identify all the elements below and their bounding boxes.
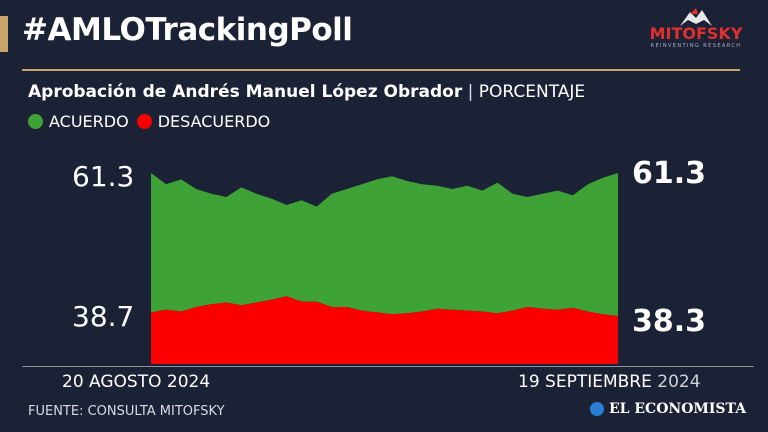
accent-bar <box>0 16 8 52</box>
legend-label-desacuerdo: DESACUERDO <box>157 112 271 131</box>
legend-item-desacuerdo: DESACUERDO <box>136 112 271 131</box>
start-value-desacuerdo: 38.7 <box>72 300 135 333</box>
mitofsky-logo: MITOFSKY REINVENTING RESEARCH <box>648 6 744 64</box>
publisher-globe-icon <box>590 402 604 416</box>
chart-subtitle: Aprobación de Andrés Manuel López Obrado… <box>28 82 585 102</box>
legend-item-acuerdo: ACUERDO <box>28 112 129 131</box>
x-end-year: 2024 <box>657 372 701 392</box>
page-title: #AMLOTrackingPoll <box>22 12 353 48</box>
subtitle-main: Aprobación de Andrés Manuel López Obrado… <box>28 82 463 102</box>
publisher-name: EL ECONOMISTA <box>609 401 747 417</box>
start-value-acuerdo: 61.3 <box>72 160 135 193</box>
area-desacuerdo <box>151 296 618 364</box>
x-axis-line <box>22 366 754 367</box>
source-note: FUENTE: CONSULTA MITOFSKY <box>28 404 225 419</box>
logo-brand: MITOFSKY <box>649 24 743 43</box>
legend-label-acuerdo: ACUERDO <box>49 112 129 131</box>
end-value-desacuerdo: 38.3 <box>632 304 707 339</box>
logo-tagline: REINVENTING RESEARCH <box>650 43 742 49</box>
header-rule <box>22 69 740 71</box>
legend-swatch-desacuerdo <box>136 114 152 129</box>
end-value-acuerdo: 61.3 <box>632 156 707 191</box>
subtitle-separator: | <box>467 82 474 102</box>
publisher-logo: EL ECONOMISTA <box>590 401 746 417</box>
area-acuerdo <box>151 173 618 316</box>
chart-legend: ACUERDO DESACUERDO <box>28 112 278 131</box>
subtitle-unit: PORCENTAJE <box>478 82 586 102</box>
x-start-label: 20 AGOSTO 2024 <box>62 372 211 392</box>
x-end-label: 19 SEPTIEMBRE 2024 <box>518 372 701 392</box>
mitofsky-eagle-icon <box>680 8 712 26</box>
x-end-date: 19 SEPTIEMBRE <box>518 372 652 392</box>
legend-swatch-acuerdo <box>28 114 43 129</box>
